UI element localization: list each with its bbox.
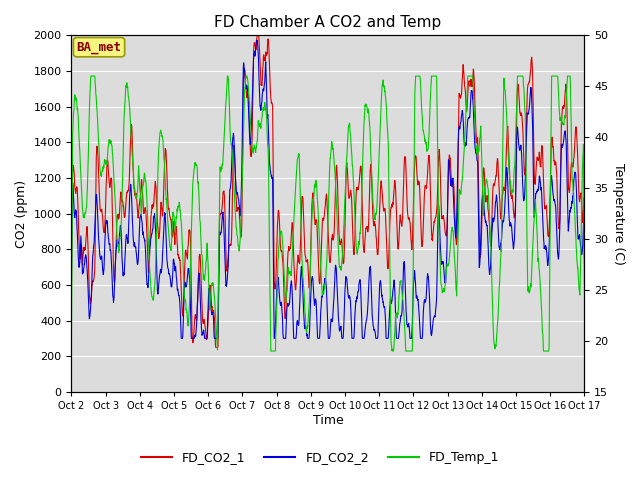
Title: FD Chamber A CO2 and Temp: FD Chamber A CO2 and Temp [214,15,442,30]
X-axis label: Time: Time [312,414,343,427]
Y-axis label: Temperature (C): Temperature (C) [612,163,625,264]
Text: BA_met: BA_met [77,41,122,54]
Legend: FD_CO2_1, FD_CO2_2, FD_Temp_1: FD_CO2_1, FD_CO2_2, FD_Temp_1 [136,446,504,469]
Y-axis label: CO2 (ppm): CO2 (ppm) [15,180,28,248]
